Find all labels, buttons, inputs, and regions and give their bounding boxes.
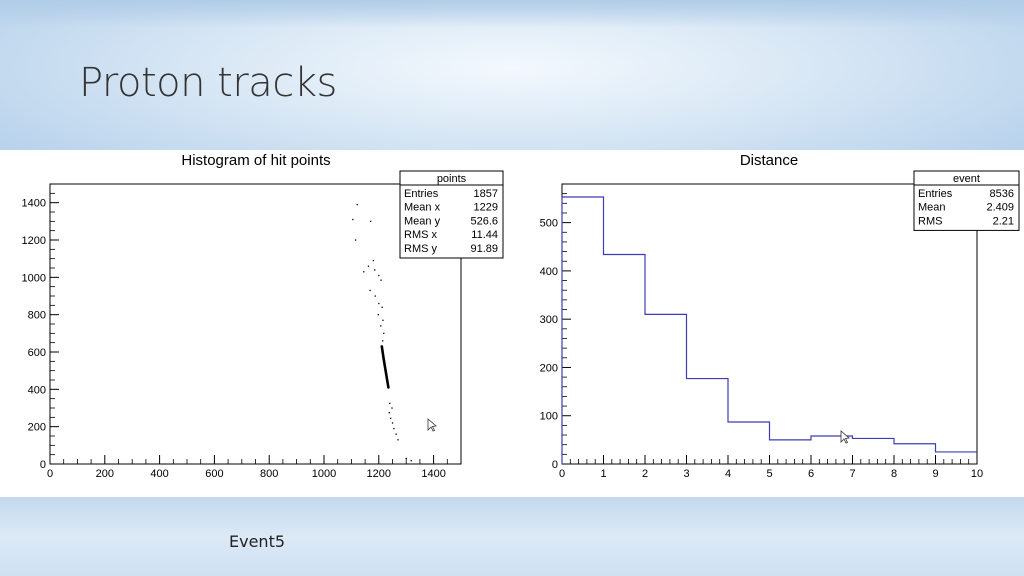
chart1-dense-track: [380, 345, 390, 389]
chart2-x-tick-label: 6: [808, 468, 814, 480]
chart1-hit-point: [369, 289, 371, 292]
chart1-hit-point: [380, 325, 382, 327]
chart1-hit-point: [389, 402, 391, 405]
chart1-hit-point: [374, 269, 376, 271]
chart1-stats-label: RMS y: [404, 243, 438, 255]
chart1-hit-point: [405, 457, 407, 460]
chart2-stats-label: Mean: [918, 202, 946, 214]
chart2-x-tick-label: 9: [932, 468, 938, 480]
chart1-hit-point: [374, 295, 376, 297]
chart1-x-tick-label: 0: [47, 468, 53, 480]
footer-band: [0, 497, 1024, 576]
chart1-hit-point: [354, 239, 357, 241]
chart1-hit-point: [397, 439, 399, 441]
chart2-title: Distance: [740, 152, 798, 169]
chart1-y-tick-label: 800: [28, 310, 46, 322]
chart1-y-tick-label: 200: [28, 422, 46, 434]
chart1-hit-point: [382, 319, 384, 321]
chart1-stats-title: points: [437, 173, 467, 185]
chart1-hit-point: [393, 427, 395, 430]
chart2-x-tick-label: 0: [559, 468, 565, 480]
chart1-y-tick-label: 1400: [22, 198, 46, 210]
chart1-hit-point: [352, 218, 354, 221]
chart2-stats-box: [913, 170, 1020, 231]
chart1-stats-value: 526.6: [470, 215, 498, 227]
cursor-icon: [427, 418, 437, 432]
chart1-y-tick-label: 1200: [22, 235, 46, 247]
chart1-stats-value: 1857: [474, 188, 498, 200]
chart1-hit-point: [356, 203, 358, 206]
chart1-stats-label: Mean x: [404, 202, 441, 214]
chart1-x-tick-label: 400: [150, 468, 168, 480]
chart1-hit-point: [410, 460, 412, 462]
chart1-hit-point: [369, 220, 372, 223]
chart1-x-tick-label: 200: [96, 468, 114, 480]
chart2-y-tick-label: 0: [552, 459, 558, 471]
chart2-stats-value: 2.21: [993, 215, 1014, 227]
chart1-x-tick-label: 1400: [421, 468, 445, 480]
chart1-y-tick-label: 1000: [22, 272, 46, 284]
chart1-hit-point: [391, 407, 393, 409]
chart1-hit-point: [367, 265, 370, 267]
chart1-hit-point: [388, 412, 390, 414]
chart1-stats-value: 91.89: [470, 243, 498, 255]
chart2-x-tick-label: 2: [642, 468, 648, 480]
chart1-stats-label: Entries: [404, 188, 439, 200]
event-label: Event5: [229, 532, 286, 551]
chart2-x-tick-label: 4: [725, 468, 731, 480]
chart1-hit-point: [363, 271, 365, 273]
chart2-stats-value: 8536: [990, 188, 1014, 200]
slide-title: Proton tracks: [79, 60, 337, 106]
chart1-hit-point: [382, 340, 384, 342]
chart-area: Histogram of hit points 0200400600800100…: [0, 150, 1024, 495]
chart1-hit-point: [378, 274, 380, 277]
chart1-x-tick-label: 1200: [367, 468, 391, 480]
chart2-stats-label: RMS: [918, 215, 942, 227]
chart1-hit-point: [391, 422, 394, 424]
cursor-icon: [840, 430, 850, 444]
chart1-hit-point: [381, 306, 383, 308]
chart2-histogram-line: [561, 196, 977, 464]
chart2-stats-label: Entries: [918, 188, 953, 200]
chart2-x-tick-label: 5: [766, 468, 772, 480]
chart2-y-tick-label: 400: [540, 266, 558, 278]
chart1-hit-point: [377, 314, 379, 316]
chart1-x-tick-label: 800: [260, 468, 278, 480]
chart1-hit-point: [389, 417, 392, 419]
chart1-y-tick-label: 600: [28, 347, 46, 359]
chart1-hit-point: [380, 279, 382, 281]
chart-background: [0, 150, 1024, 495]
chart1-hit-point: [395, 433, 397, 435]
chart2-x-tick-label: 1: [600, 468, 606, 480]
chart2-stats-title: event: [953, 173, 980, 185]
chart1-stats-label: RMS x: [404, 229, 438, 241]
chart2-y-tick-label: 300: [540, 314, 558, 326]
chart1-stats-value: 1229: [474, 202, 498, 214]
chart1-hit-point: [378, 302, 380, 305]
chart2-x-tick-label: 3: [683, 468, 689, 480]
chart1-x-tick-label: 600: [205, 468, 223, 480]
title-banner: [0, 0, 1024, 150]
chart2-x-tick-label: 10: [971, 468, 983, 480]
chart2-x-tick-label: 8: [891, 468, 897, 480]
chart1-hit-point: [372, 259, 375, 262]
chart1-hit-point: [383, 332, 385, 335]
chart1-title: Histogram of hit points: [181, 152, 330, 169]
chart2-y-tick-label: 100: [540, 411, 558, 423]
chart2-y-tick-label: 200: [540, 362, 558, 374]
chart1-y-tick-label: 400: [28, 384, 46, 396]
chart1-x-tick-label: 1000: [312, 468, 336, 480]
chart1-stats-label: Mean y: [404, 215, 441, 227]
chart1-stats-value: 11.44: [471, 229, 498, 241]
chart2-x-tick-label: 7: [849, 468, 855, 480]
chart2-y-tick-label: 500: [540, 218, 558, 230]
chart2-stats-value: 2.409: [986, 202, 1014, 214]
chart1-y-tick-label: 0: [40, 459, 46, 471]
